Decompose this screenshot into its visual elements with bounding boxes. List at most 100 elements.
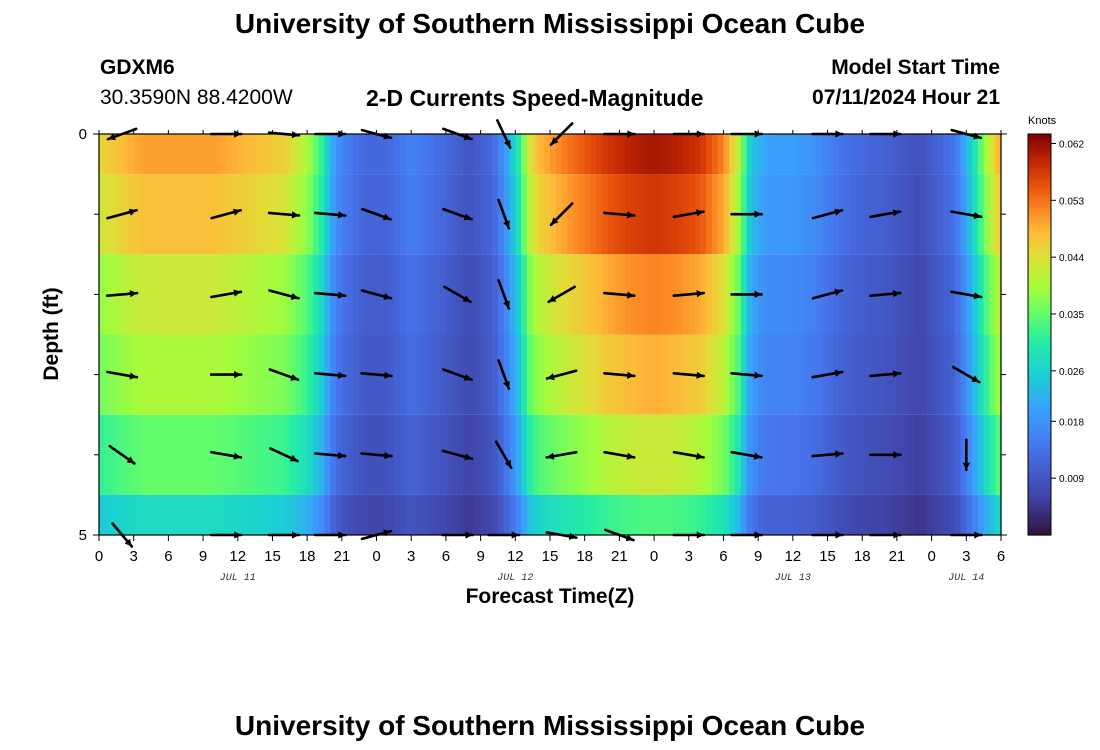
colorbar-segment [1028, 237, 1051, 242]
heatmap-cell [810, 174, 817, 255]
colorbar-segment [1028, 514, 1051, 519]
heatmap-cell [920, 414, 927, 495]
heatmap-cell [561, 134, 568, 175]
heatmap-cell [763, 254, 771, 335]
vector-head [337, 451, 346, 460]
heatmap-cell [428, 174, 435, 255]
vector-head [834, 208, 842, 216]
heatmap-cell [769, 414, 777, 495]
heatmap-cell [417, 174, 424, 255]
x-tick-label: 6 [164, 548, 172, 565]
heatmap-cell [723, 494, 730, 535]
colorbar-segment [1028, 284, 1051, 289]
heatmap-cell [792, 414, 800, 495]
heatmap-cell [405, 134, 412, 175]
heatmap-cell [515, 254, 522, 335]
heatmap-cell [671, 494, 678, 535]
current-vector [497, 359, 511, 391]
heatmap-cell [850, 494, 858, 535]
heatmap-cell [370, 134, 378, 175]
heatmap-cell [284, 134, 291, 175]
colorbar-segment [1028, 167, 1051, 172]
x-axis-title: Forecast Time(Z) [466, 585, 635, 608]
heatmap-cell [197, 134, 204, 175]
heatmap-cell [914, 254, 921, 335]
heatmap-cell [364, 134, 372, 175]
heatmap-cell [208, 134, 216, 175]
heatmap-cell [474, 494, 482, 535]
current-vector [811, 288, 844, 300]
heatmap-cell [312, 134, 320, 175]
heatmap-cell [509, 134, 516, 175]
heatmap-cell [289, 134, 297, 175]
heatmap-cell [139, 334, 146, 415]
heatmap-cell [405, 254, 412, 335]
heatmap-cell [289, 414, 297, 495]
heatmap-cell [596, 334, 603, 415]
heatmap-cell [532, 334, 540, 415]
x-tick-label: 21 [889, 548, 906, 565]
heatmap-cell [284, 414, 291, 495]
heatmap-cell [555, 134, 563, 175]
heatmap-cell [179, 254, 187, 335]
heatmap-cell [399, 334, 407, 415]
heatmap-cell [636, 414, 644, 495]
heatmap-cell [665, 334, 673, 415]
heatmap-cell [815, 494, 823, 535]
heatmap-cell [787, 494, 794, 535]
heatmap-cell [723, 414, 730, 495]
heatmap-cell [341, 134, 349, 175]
colorbar-segment [1028, 464, 1051, 469]
colorbar-segment [1028, 190, 1051, 195]
heatmap-cell [278, 134, 285, 175]
heatmap-cell [497, 134, 505, 175]
heatmap-cell [983, 134, 991, 175]
colorbar-segment [1028, 311, 1051, 316]
heatmap-cell [862, 334, 869, 415]
heatmap-cell [168, 174, 175, 255]
heatmap-cell [139, 254, 146, 335]
current-vector [313, 451, 347, 460]
vector-head [289, 454, 298, 462]
date-label: JUL 14 [948, 573, 984, 584]
heatmap-cell [139, 174, 146, 255]
colorbar-segment [1028, 384, 1051, 389]
heatmap-cell [781, 254, 788, 335]
heatmap-cell [682, 494, 690, 535]
heatmap-cell [775, 334, 782, 415]
heatmap-cell [503, 494, 511, 535]
heatmap-cell [746, 494, 753, 535]
colorbar-segment [1028, 200, 1051, 205]
vector-head [233, 289, 241, 297]
colorbar-segment [1028, 354, 1051, 359]
heatmap-cell [850, 134, 858, 175]
heatmap-cell [815, 174, 823, 255]
heatmap-cell [920, 254, 927, 335]
station-id: GDXM6 [100, 56, 175, 79]
heatmap-cell [908, 334, 915, 415]
heatmap-cell [596, 254, 603, 335]
heatmap-cell [954, 254, 962, 335]
current-vector [869, 370, 902, 378]
heatmap-cell [908, 494, 915, 535]
heatmap-cell [492, 174, 499, 255]
heatmap-cell [411, 254, 418, 335]
heatmap-cell [873, 174, 881, 255]
heatmap-cell [99, 414, 106, 495]
vector-head [382, 213, 391, 221]
heatmap-cell [850, 414, 858, 495]
heatmap-cell [573, 174, 580, 255]
heatmap-cell [145, 134, 152, 175]
heatmap-cell [856, 414, 863, 495]
heatmap-cell [839, 494, 846, 535]
x-tick-label: 3 [407, 548, 415, 565]
heatmap-cell [428, 494, 435, 535]
heatmap-cell [677, 174, 684, 255]
heatmap-cell [237, 174, 245, 255]
heatmap-cell [555, 174, 563, 255]
heatmap-cell [538, 174, 545, 255]
heatmap-cell [908, 134, 915, 175]
heatmap-cell [775, 254, 782, 335]
heatmap-cell [573, 134, 580, 175]
heatmap-cell [301, 414, 308, 495]
